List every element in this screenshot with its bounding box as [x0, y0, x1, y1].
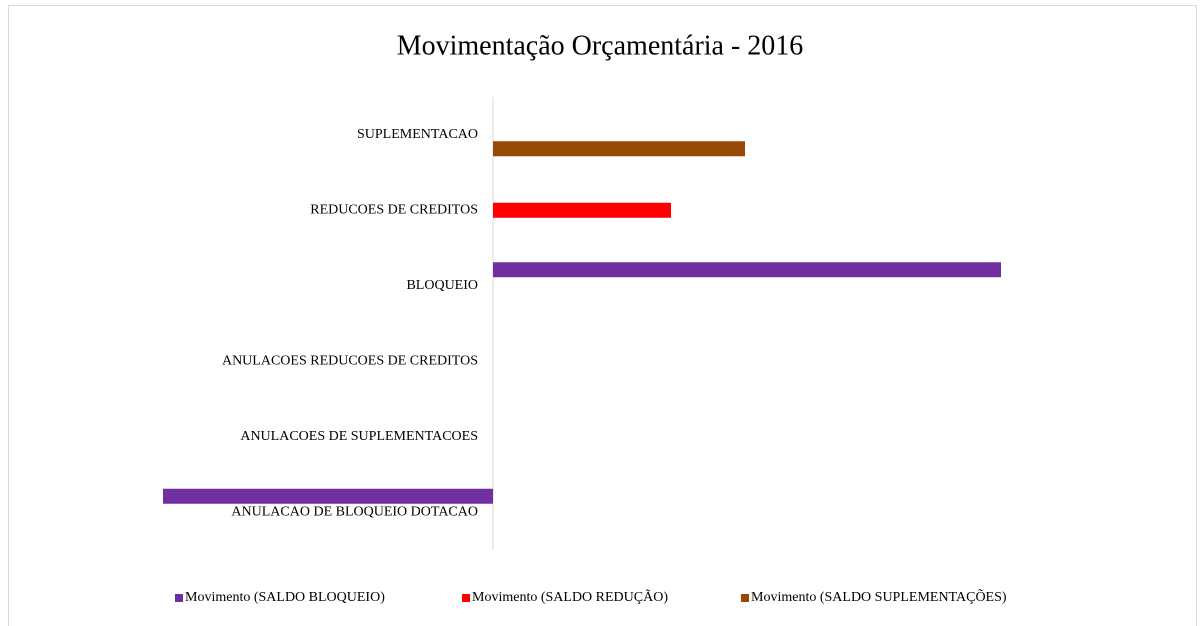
- bar: [163, 488, 493, 504]
- chart-frame: [8, 5, 1197, 626]
- bar: [493, 202, 671, 218]
- legend-label: Movimento (SALDO BLOQUEIO): [185, 590, 385, 605]
- legend-label: Movimento (SALDO REDUÇÃO): [472, 589, 668, 605]
- category-label: SUPLEMENTACAO: [357, 127, 478, 142]
- legend-swatch: [741, 594, 749, 602]
- legend-label: Movimento (SALDO SUPLEMENTAÇÕES): [751, 588, 1007, 605]
- legend-swatch: [175, 594, 183, 602]
- bar: [493, 262, 1001, 278]
- chart-title: Movimentação Orçamentária - 2016: [397, 30, 804, 61]
- category-label: ANULACOES DE SUPLEMENTACOES: [240, 429, 478, 444]
- category-label: BLOQUEIO: [406, 278, 478, 293]
- category-label: ANULACOES REDUCOES DE CREDITOS: [222, 353, 478, 368]
- category-label: ANULACAO DE BLOQUEIO DOTACAO: [231, 504, 478, 519]
- legend-swatch: [462, 594, 470, 602]
- category-label: REDUCOES DE CREDITOS: [310, 202, 478, 217]
- bar: [493, 141, 745, 157]
